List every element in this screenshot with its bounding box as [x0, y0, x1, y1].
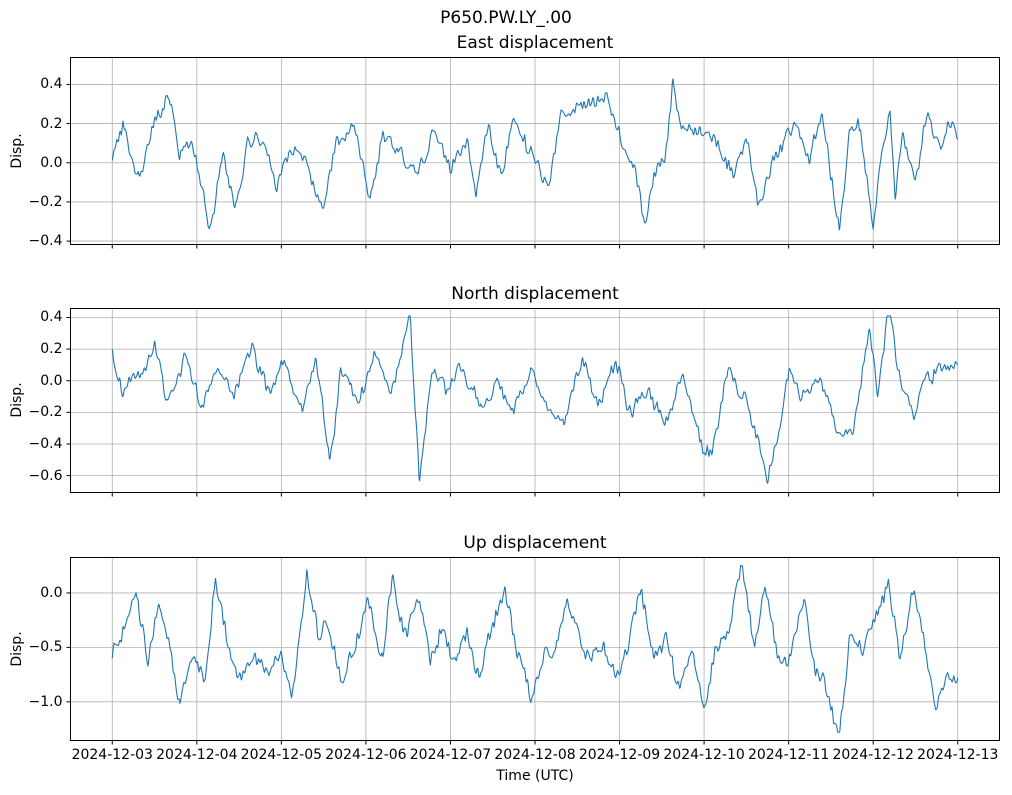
y-tick-label: −1.0	[28, 693, 63, 710]
x-axis-label: Time (UTC)	[496, 768, 574, 784]
y-tick-label: 0.0	[40, 584, 63, 601]
axes-border	[70, 308, 1000, 493]
y-tick-label: 0.0	[40, 372, 63, 389]
x-tick-label: 2024-12-09	[578, 747, 661, 763]
plot-area-north	[66, 308, 1000, 497]
x-tick-label: 2024-12-13	[917, 747, 999, 763]
y-tick-label: −0.4	[28, 233, 63, 250]
y-tick-label: 0.4	[40, 76, 63, 93]
plot-area-up	[66, 557, 1000, 745]
y-tick-label: −0.2	[28, 404, 63, 421]
data-line-east	[111, 78, 959, 231]
axes-border	[70, 57, 1000, 245]
y-tick-label: −0.2	[28, 193, 63, 210]
x-tick-label: 2024-12-08	[494, 747, 576, 763]
y-tick-label: 0.2	[40, 341, 63, 358]
y-tick-label: −0.5	[28, 639, 63, 656]
x-tick-label: 2024-12-07	[409, 747, 492, 763]
figure-title: P650.PW.LY_.00	[440, 8, 572, 28]
subplot-title-up: Up displacement	[463, 533, 607, 553]
x-tick-label: 2024-12-11	[747, 747, 830, 763]
x-tick-label: 2024-12-04	[156, 747, 238, 763]
plot-area-east	[66, 57, 1000, 249]
y-tick-label: 0.2	[40, 115, 63, 132]
x-tick-label: 2024-12-10	[663, 747, 745, 763]
y-tick-label: −0.6	[28, 467, 63, 484]
axes-border	[70, 557, 1000, 741]
subplot-title-north: North displacement	[451, 284, 619, 304]
data-line-up	[111, 565, 959, 733]
x-tick-label: 2024-12-06	[325, 747, 407, 763]
y-tick-label: −0.4	[28, 435, 63, 452]
y-tick-label: 0.4	[40, 309, 63, 326]
y-tick-label: 0.0	[40, 154, 63, 171]
data-line-north	[111, 315, 959, 484]
x-tick-label: 2024-12-03	[71, 747, 153, 763]
subplot-title-east: East displacement	[456, 33, 614, 53]
x-tick-label: 2024-12-05	[240, 747, 323, 763]
x-tick-label: 2024-12-12	[832, 747, 914, 763]
